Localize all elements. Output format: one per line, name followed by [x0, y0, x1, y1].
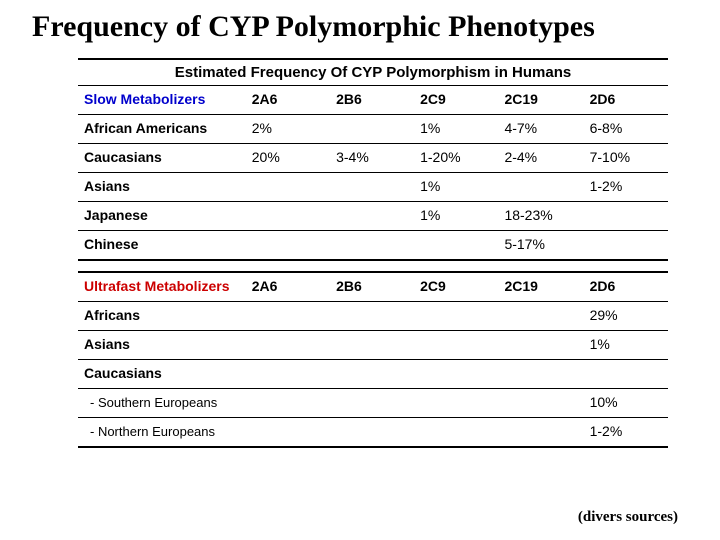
- cell: [330, 115, 414, 144]
- cell: [498, 389, 583, 418]
- cell: [414, 331, 498, 360]
- cell: [330, 302, 414, 331]
- cell: [330, 202, 414, 231]
- cell: [414, 231, 498, 261]
- cell: 1%: [414, 115, 498, 144]
- cell: [330, 173, 414, 202]
- cell: [584, 360, 668, 389]
- footer-note: (divers sources): [578, 509, 678, 526]
- cell: [330, 331, 414, 360]
- cell: 5-17%: [498, 231, 583, 261]
- cell: 6-8%: [584, 115, 668, 144]
- spacer-row: [78, 260, 668, 272]
- cell: [330, 389, 414, 418]
- cell: 20%: [246, 144, 330, 173]
- row-label: Caucasians: [78, 144, 246, 173]
- cell: [330, 418, 414, 448]
- cell: 1%: [414, 173, 498, 202]
- cell: [584, 231, 668, 261]
- table-row: Asians 1%: [78, 331, 668, 360]
- cell: [246, 418, 330, 448]
- cell: 18-23%: [498, 202, 583, 231]
- cell: 3-4%: [330, 144, 414, 173]
- table-title: Estimated Frequency Of CYP Polymorphism …: [78, 59, 668, 86]
- cell: [414, 302, 498, 331]
- cell: 4-7%: [498, 115, 583, 144]
- cell: [246, 360, 330, 389]
- cell: [246, 331, 330, 360]
- cell: [246, 389, 330, 418]
- cell: [330, 360, 414, 389]
- frequency-table: Estimated Frequency Of CYP Polymorphism …: [78, 58, 668, 448]
- row-label: Asians: [78, 331, 246, 360]
- cell: 1%: [584, 331, 668, 360]
- cell: [414, 360, 498, 389]
- table-row: Japanese 1% 18-23%: [78, 202, 668, 231]
- cell: 1-2%: [584, 418, 668, 448]
- cell: [584, 202, 668, 231]
- row-label: - Northern Europeans: [78, 418, 246, 448]
- row-label: Africans: [78, 302, 246, 331]
- row-label: Chinese: [78, 231, 246, 261]
- cell: [414, 389, 498, 418]
- cell: [330, 231, 414, 261]
- cell: 1-2%: [584, 173, 668, 202]
- row-label: Caucasians: [78, 360, 246, 389]
- table-row: Asians 1% 1-2%: [78, 173, 668, 202]
- slow-header: Slow Metabolizers: [78, 86, 246, 115]
- cell: 2%: [246, 115, 330, 144]
- col-2d6: 2D6: [584, 86, 668, 115]
- col-2b6: 2B6: [330, 272, 414, 302]
- table-title-row: Estimated Frequency Of CYP Polymorphism …: [78, 59, 668, 86]
- cell: [246, 231, 330, 261]
- cell: [498, 360, 583, 389]
- table-row: Caucasians: [78, 360, 668, 389]
- table-row: - Southern Europeans 10%: [78, 389, 668, 418]
- col-2c19: 2C19: [498, 86, 583, 115]
- cell: 7-10%: [584, 144, 668, 173]
- ultra-header-row: Ultrafast Metabolizers 2A6 2B6 2C9 2C19 …: [78, 272, 668, 302]
- ultra-header: Ultrafast Metabolizers: [78, 272, 246, 302]
- col-2d6: 2D6: [584, 272, 668, 302]
- table-wrap: Estimated Frequency Of CYP Polymorphism …: [78, 58, 668, 448]
- row-label: Asians: [78, 173, 246, 202]
- col-2c19: 2C19: [498, 272, 583, 302]
- cell: 29%: [584, 302, 668, 331]
- cell: [246, 302, 330, 331]
- col-2a6: 2A6: [246, 272, 330, 302]
- col-2c9: 2C9: [414, 86, 498, 115]
- cell: [498, 418, 583, 448]
- table-row: Chinese 5-17%: [78, 231, 668, 261]
- cell: [498, 173, 583, 202]
- cell: [246, 173, 330, 202]
- row-label: - Southern Europeans: [78, 389, 246, 418]
- col-2c9: 2C9: [414, 272, 498, 302]
- row-label: African Americans: [78, 115, 246, 144]
- page-title: Frequency of CYP Polymorphic Phenotypes: [32, 10, 700, 44]
- cell: 10%: [584, 389, 668, 418]
- col-2a6: 2A6: [246, 86, 330, 115]
- table-row: - Northern Europeans 1-2%: [78, 418, 668, 448]
- table-row: Africans 29%: [78, 302, 668, 331]
- table-row: Caucasians 20% 3-4% 1-20% 2-4% 7-10%: [78, 144, 668, 173]
- col-2b6: 2B6: [330, 86, 414, 115]
- cell: [246, 202, 330, 231]
- cell: [498, 302, 583, 331]
- slow-header-row: Slow Metabolizers 2A6 2B6 2C9 2C19 2D6: [78, 86, 668, 115]
- cell: 2-4%: [498, 144, 583, 173]
- cell: [498, 331, 583, 360]
- cell: [414, 418, 498, 448]
- cell: 1-20%: [414, 144, 498, 173]
- table-row: African Americans 2% 1% 4-7% 6-8%: [78, 115, 668, 144]
- cell: 1%: [414, 202, 498, 231]
- row-label: Japanese: [78, 202, 246, 231]
